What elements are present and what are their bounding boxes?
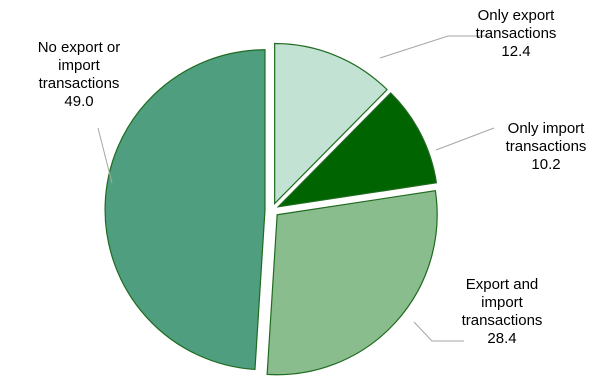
data-label-only-import: Only import transactions 10.2 xyxy=(506,120,587,173)
slice-value-export-and-import: 28.4 xyxy=(487,330,516,347)
slice-label-line-no-export-or-import: No export or xyxy=(38,39,121,56)
slice-label-line-only-import: Only import xyxy=(508,120,586,137)
leader-lines xyxy=(97,35,495,342)
leader-line-only-import xyxy=(435,127,495,151)
slice-label-line-export-and-import: transactions xyxy=(462,312,543,329)
pie-slice-no-export-or-import xyxy=(104,49,266,371)
pie-slice-only-export xyxy=(274,42,388,205)
slice-label-line-only-import: transactions xyxy=(506,138,587,155)
slice-value-no-export-or-import: 49.0 xyxy=(64,93,93,110)
slice-label-line-export-and-import: Export and xyxy=(466,276,539,293)
leader-line-no-export-or-import xyxy=(97,127,113,184)
slice-value-only-import: 10.2 xyxy=(531,156,560,173)
data-label-only-export: Only export transactions 12.4 xyxy=(476,7,557,60)
slice-label-line-no-export-or-import: import xyxy=(58,57,101,74)
slice-label-line-export-and-import: import xyxy=(481,294,524,311)
slice-label-line-only-export: transactions xyxy=(476,25,557,42)
pie-slice-export-and-import xyxy=(266,190,438,376)
slice-label-line-only-export: Only export xyxy=(478,7,556,24)
data-label-no-export-or-import: No export or import transactions 49.0 xyxy=(38,39,121,110)
data-label-export-and-import: Export and import transactions 28.4 xyxy=(462,276,543,347)
leader-line-only-export xyxy=(379,35,490,59)
leader-line-export-and-import xyxy=(413,321,464,342)
slice-value-only-export: 12.4 xyxy=(501,43,530,60)
pie-slice-only-import xyxy=(276,92,438,208)
slice-label-line-no-export-or-import: transactions xyxy=(39,75,120,92)
pie-slices xyxy=(104,42,438,376)
